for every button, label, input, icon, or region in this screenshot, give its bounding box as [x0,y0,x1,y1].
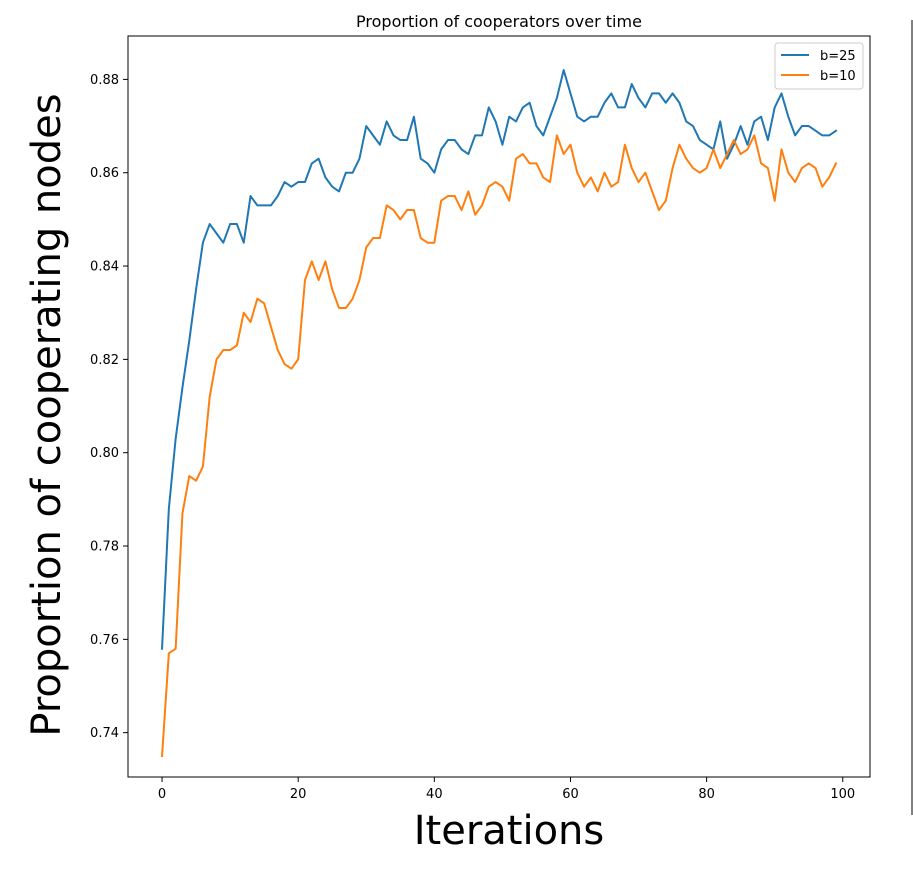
y-tick-label: 0.80 [90,446,119,461]
legend: b=25 b=10 [774,42,864,90]
x-tick-label: 0 [158,787,166,802]
y-tick-label: 0.74 [90,726,119,741]
y-axis-label: Proportion of cooperating nodes [24,93,70,736]
y-tick-label: 0.86 [90,166,119,181]
plot-area [160,69,838,758]
x-tick-label: 40 [426,787,443,802]
x-tick-label: 60 [562,787,579,802]
x-tick-label: 20 [290,787,307,802]
legend-label-b25: b=25 [820,49,856,64]
plot-frame [127,35,871,778]
y-tick-label: 0.78 [90,540,119,555]
y-tick-label: 0.82 [90,353,119,368]
x-tick-label: 80 [698,787,715,802]
y-axis-ticks: 0.74 0.76 0.78 0.80 0.82 0.84 0.86 0.88 [90,73,128,741]
y-tick-label: 0.84 [90,260,119,275]
legend-label-b10: b=10 [820,69,856,84]
series-line-b10 [160,134,838,758]
y-tick-label: 0.88 [90,73,119,88]
y-tick-label: 0.76 [90,633,119,648]
x-axis-ticks: 0 20 40 60 80 100 [158,777,855,802]
x-tick-label: 100 [830,787,855,802]
series-line-b25 [160,69,838,650]
x-axis-label: Iterations [414,808,605,854]
chart-title: Proportion of cooperators over time [356,12,642,31]
